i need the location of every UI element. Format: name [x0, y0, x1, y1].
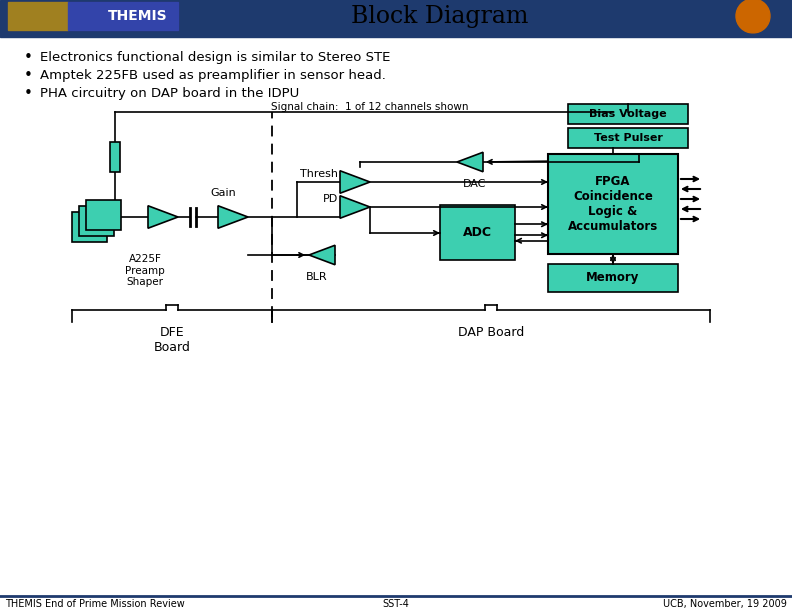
Text: Thresh: Thresh — [300, 169, 338, 179]
Bar — [548, 264, 678, 292]
Text: FPGA
Coincidence
Logic &
Accumulators: FPGA Coincidence Logic & Accumulators — [568, 175, 658, 233]
Text: •: • — [24, 69, 32, 83]
Polygon shape — [309, 245, 335, 265]
Text: Bias Voltage: Bias Voltage — [589, 109, 667, 119]
Text: THEMIS End of Prime Mission Review: THEMIS End of Prime Mission Review — [5, 599, 185, 609]
Polygon shape — [218, 206, 248, 228]
Text: Electronics functional design is similar to Stereo STE: Electronics functional design is similar… — [40, 51, 390, 64]
Bar — [0, 35, 792, 37]
Text: Memory: Memory — [586, 272, 640, 285]
Text: THEMIS: THEMIS — [109, 9, 168, 23]
Text: PHA circuitry on DAP board in the IDPU: PHA circuitry on DAP board in the IDPU — [40, 88, 299, 100]
Text: •: • — [24, 86, 32, 102]
Bar — [0, 596, 792, 612]
Bar — [0, 0, 792, 30]
Bar — [568, 128, 688, 148]
Text: Signal chain:  1 of 12 channels shown: Signal chain: 1 of 12 channels shown — [271, 102, 469, 112]
Text: DAP Board: DAP Board — [458, 326, 524, 339]
Polygon shape — [340, 171, 370, 193]
Bar — [440, 205, 515, 260]
Text: Amptek 225FB used as preamplifier in sensor head.: Amptek 225FB used as preamplifier in sen… — [40, 70, 386, 83]
Circle shape — [736, 0, 770, 33]
Bar — [86, 200, 121, 230]
Text: SST-4: SST-4 — [383, 599, 409, 609]
Text: •: • — [24, 51, 32, 65]
Bar — [110, 142, 120, 172]
Bar — [548, 154, 678, 254]
Polygon shape — [457, 152, 483, 172]
Text: Test Pulser: Test Pulser — [593, 133, 662, 143]
Bar — [72, 212, 107, 242]
Bar — [0, 34, 792, 36]
Text: BLR: BLR — [307, 272, 328, 282]
Bar — [568, 104, 688, 124]
Text: DAC: DAC — [463, 179, 487, 189]
Bar — [79, 206, 114, 236]
Text: Block Diagram: Block Diagram — [352, 4, 529, 28]
Polygon shape — [148, 206, 178, 228]
Bar — [8, 2, 178, 30]
Text: Gain: Gain — [210, 188, 236, 198]
Text: DFE
Board: DFE Board — [154, 326, 190, 354]
Text: UCB, November, 19 2009: UCB, November, 19 2009 — [663, 599, 787, 609]
Text: PD: PD — [323, 194, 338, 204]
Bar — [8, 2, 68, 30]
Bar — [0, 30, 792, 34]
Text: A225F
Preamp
Shaper: A225F Preamp Shaper — [125, 254, 165, 287]
Bar — [68, 2, 178, 30]
Text: ADC: ADC — [463, 226, 492, 239]
Polygon shape — [340, 196, 370, 218]
